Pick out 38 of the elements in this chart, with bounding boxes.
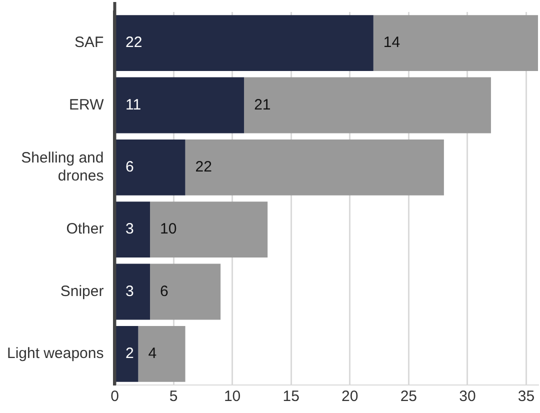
data-label: 3	[125, 220, 134, 238]
x-tick-label: 15	[282, 388, 300, 406]
data-label: 21	[254, 96, 271, 114]
data-label: 6	[160, 282, 168, 300]
bar	[373, 15, 538, 72]
bar	[115, 139, 186, 196]
x-tick-label: 5	[169, 388, 178, 406]
bar	[138, 326, 186, 382]
y-tick-label: ERW	[69, 96, 105, 114]
data-label: 10	[160, 220, 177, 238]
bar	[115, 77, 244, 134]
x-tick-label: 25	[400, 388, 418, 406]
bar	[150, 264, 221, 320]
bar	[115, 202, 150, 258]
data-label: 22	[195, 158, 212, 176]
data-label: 6	[125, 158, 134, 176]
data-label: 22	[125, 34, 142, 52]
x-tick-label: 20	[342, 388, 358, 406]
x-tick-label: 35	[518, 388, 535, 406]
y-tick-label: Other	[66, 220, 104, 238]
bar	[115, 264, 150, 320]
x-tick-label: 10	[224, 388, 241, 406]
data-label: 11	[125, 96, 142, 114]
data-label: 2	[125, 345, 134, 362]
bar	[150, 202, 268, 258]
x-tick-label: 0	[110, 388, 119, 406]
y-tick-label: SAF	[74, 34, 104, 52]
data-label: 14	[383, 34, 400, 52]
bar	[185, 139, 444, 196]
y-tick-label: Sniper	[60, 282, 104, 300]
bar	[115, 326, 138, 382]
y-tick-label: Shelling and drones	[21, 150, 104, 185]
data-label: 3	[125, 282, 134, 300]
y-tick-label: Light weapons	[6, 345, 104, 362]
data-label: 4	[148, 345, 157, 362]
bar	[115, 15, 374, 72]
bar	[244, 77, 491, 134]
x-tick-label: 30	[459, 388, 476, 406]
